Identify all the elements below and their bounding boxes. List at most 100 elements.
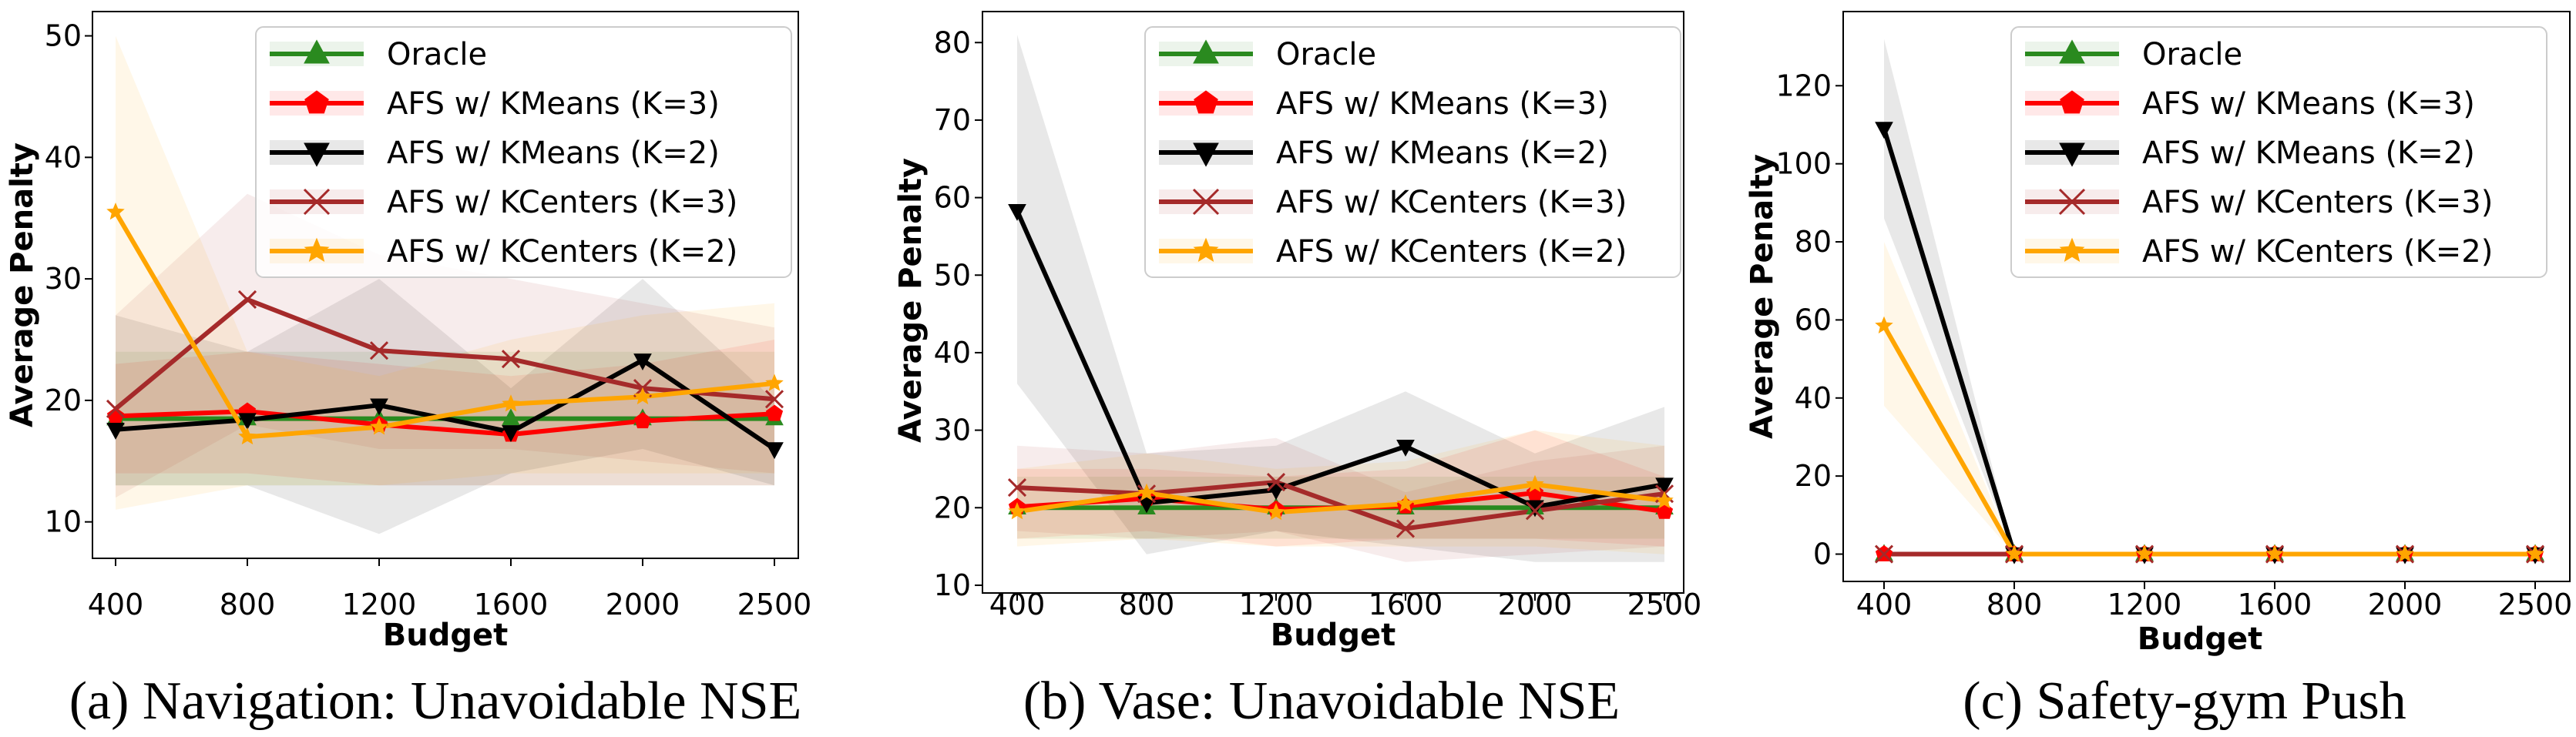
panel-caption: (c) Safety-gym Push xyxy=(1963,672,2406,731)
data-point-afs-w-kcenters-k-2 xyxy=(2396,544,2414,562)
data-point-afs-w-kmeans-k-2 xyxy=(765,442,784,460)
y-tick-label: 10 xyxy=(934,568,971,602)
data-point-afs-w-kcenters-k-2 xyxy=(2265,544,2284,562)
y-tick-label: 80 xyxy=(934,25,971,59)
legend-box xyxy=(1144,26,1681,278)
legend-label-oracle: Oracle xyxy=(387,37,487,72)
y-tick-label: 30 xyxy=(45,262,82,296)
x-tick-label: 1200 xyxy=(342,588,417,621)
y-tick-label: 50 xyxy=(45,19,82,53)
y-tick-label: 20 xyxy=(934,491,971,524)
legend-marker-oracle xyxy=(1193,39,1219,64)
legend-box xyxy=(255,26,792,278)
data-point-afs-w-kcenters-k-3 xyxy=(501,350,521,369)
legend-label-afs-w-kcenters-k-3: AFS w/ KCenters (K=3) xyxy=(1276,185,1627,220)
x-tick-label: 1600 xyxy=(2238,588,2312,621)
y-tick-label: 40 xyxy=(1795,381,1832,415)
legend-label-afs-w-kcenters-k-3: AFS w/ KCenters (K=3) xyxy=(2142,185,2493,220)
data-point-afs-w-kmeans-k-2 xyxy=(1655,477,1674,495)
x-axis-label: Budget xyxy=(1271,618,1395,653)
data-point-afs-w-kmeans-k-2 xyxy=(1396,439,1415,457)
data-point-afs-w-kcenters-k-3 xyxy=(1395,519,1416,538)
series-line-afs-w-kcenters-k-3 xyxy=(1016,480,1665,531)
series-line-afs-w-kmeans-k-2 xyxy=(1015,209,1665,510)
legend-marker-afs-w-kmeans-k-3 xyxy=(304,90,329,114)
data-point-oracle xyxy=(502,408,520,426)
data-point-afs-w-kcenters-k-3 xyxy=(764,390,784,409)
data-point-afs-w-kcenters-k-2 xyxy=(370,417,388,435)
x-tick-label: 800 xyxy=(220,588,276,621)
data-point-afs-w-kcenters-k-2 xyxy=(502,394,520,412)
data-point-afs-w-kmeans-k-2 xyxy=(370,398,388,416)
plot-frame xyxy=(982,11,1684,594)
y-tick-label: 80 xyxy=(1795,225,1832,259)
legend-label-oracle: Oracle xyxy=(2142,37,2242,72)
legend-marker-afs-w-kcenters-k-2 xyxy=(1193,237,1219,262)
plot-frame xyxy=(92,11,799,559)
chart-panel-safety-gym: 0 20 40 60 80 100 120 400 800 1200 1600 2000 2500 A… xyxy=(1745,11,2573,731)
y-tick-label: 100 xyxy=(1775,147,1832,181)
legend: Oracle AFS w/ KMeans (K=3) AFS w/ KMeans (… xyxy=(2010,26,2547,278)
legend-label-afs-w-kmeans-k-2: AFS w/ KMeans (K=2) xyxy=(2142,136,2475,171)
x-tick-label: 2500 xyxy=(2498,588,2573,621)
y-tick-label: 120 xyxy=(1775,69,1832,102)
legend-label-afs-w-kmeans-k-3: AFS w/ KMeans (K=3) xyxy=(2142,86,2475,122)
data-point-afs-w-kmeans-k-2 xyxy=(238,413,257,430)
x-tick-label: 1200 xyxy=(2107,588,2182,621)
legend-marker-oracle xyxy=(304,39,330,64)
plot-frame xyxy=(1842,11,2571,582)
panel-caption: (a) Navigation: Unavoidable NSE xyxy=(69,672,802,731)
y-tick-label: 20 xyxy=(45,384,82,417)
y-axis-label: Average Penalty xyxy=(5,142,40,427)
x-tick-label: 2000 xyxy=(2368,588,2443,621)
x-tick-label: 400 xyxy=(88,588,144,621)
data-point-afs-w-kcenters-k-2 xyxy=(2135,544,2154,562)
data-point-afs-w-kcenters-k-2 xyxy=(2005,544,2024,562)
data-point-afs-w-kcenters-k-2 xyxy=(1875,316,1893,333)
legend: Oracle AFS w/ KMeans (K=3) AFS w/ KMeans (… xyxy=(255,26,792,278)
data-point-afs-w-kcenters-k-3 xyxy=(237,290,257,309)
data-point-afs-w-kcenters-k-3 xyxy=(1007,478,1027,497)
data-point-afs-w-kcenters-k-2 xyxy=(1655,491,1674,509)
series-line-afs-w-kmeans-k-2 xyxy=(115,357,776,451)
band-afs-w-kmeans-k-2 xyxy=(116,279,774,534)
x-axis-label: Budget xyxy=(383,618,508,653)
data-point-afs-w-kcenters-k-3 xyxy=(1525,501,1545,521)
series-line-afs-w-kcenters-k-2 xyxy=(113,210,775,440)
data-point-afs-w-kcenters-k-3 xyxy=(369,341,389,360)
y-axis-label: Average Penalty xyxy=(1745,154,1780,439)
x-tick-label: 2500 xyxy=(737,588,812,621)
legend-marker-afs-w-kcenters-k-3 xyxy=(303,188,331,216)
x-tick-label: 1600 xyxy=(474,588,549,621)
y-tick-label: 0 xyxy=(1813,538,1832,571)
data-point-afs-w-kmeans-k-2 xyxy=(106,423,125,440)
legend-marker-oracle xyxy=(2059,39,2085,64)
legend-marker-afs-w-kcenters-k-3 xyxy=(2058,188,2086,216)
data-point-afs-w-kcenters-k-2 xyxy=(633,387,652,405)
legend-label-oracle: Oracle xyxy=(1276,37,1376,72)
data-point-afs-w-kmeans-k-2 xyxy=(1526,500,1544,518)
x-axis-label: Budget xyxy=(2138,621,2262,657)
legend-marker-afs-w-kmeans-k-2 xyxy=(304,142,330,167)
data-point-afs-w-kmeans-k-3 xyxy=(633,412,652,429)
legend-marker-afs-w-kcenters-k-3 xyxy=(1192,188,1220,216)
x-tick-label: 2000 xyxy=(606,588,680,621)
data-point-afs-w-kcenters-k-2 xyxy=(1008,501,1026,520)
legend-marker-afs-w-kcenters-k-2 xyxy=(304,237,330,262)
data-point-afs-w-kcenters-k-2 xyxy=(1137,483,1156,501)
data-point-afs-w-kmeans-k-2 xyxy=(1875,122,1893,139)
y-tick-label: 70 xyxy=(934,103,971,137)
data-point-afs-w-kcenters-k-3 xyxy=(1874,544,1894,564)
y-tick-label: 60 xyxy=(934,181,971,215)
legend-label-afs-w-kmeans-k-2: AFS w/ KMeans (K=2) xyxy=(1276,136,1609,171)
legend-label-afs-w-kmeans-k-2: AFS w/ KMeans (K=2) xyxy=(387,136,720,171)
y-axis-label: Average Penalty xyxy=(893,158,929,443)
legend-marker-afs-w-kcenters-k-2 xyxy=(2059,237,2085,262)
data-point-afs-w-kcenters-k-3 xyxy=(106,399,126,418)
series-line-afs-w-kcenters-k-2 xyxy=(1882,324,2535,557)
y-tick-label: 60 xyxy=(1795,303,1832,337)
legend-marker-afs-w-kmeans-k-3 xyxy=(2060,90,2084,114)
panel-caption: (b) Vase: Unavoidable NSE xyxy=(1023,672,1620,731)
